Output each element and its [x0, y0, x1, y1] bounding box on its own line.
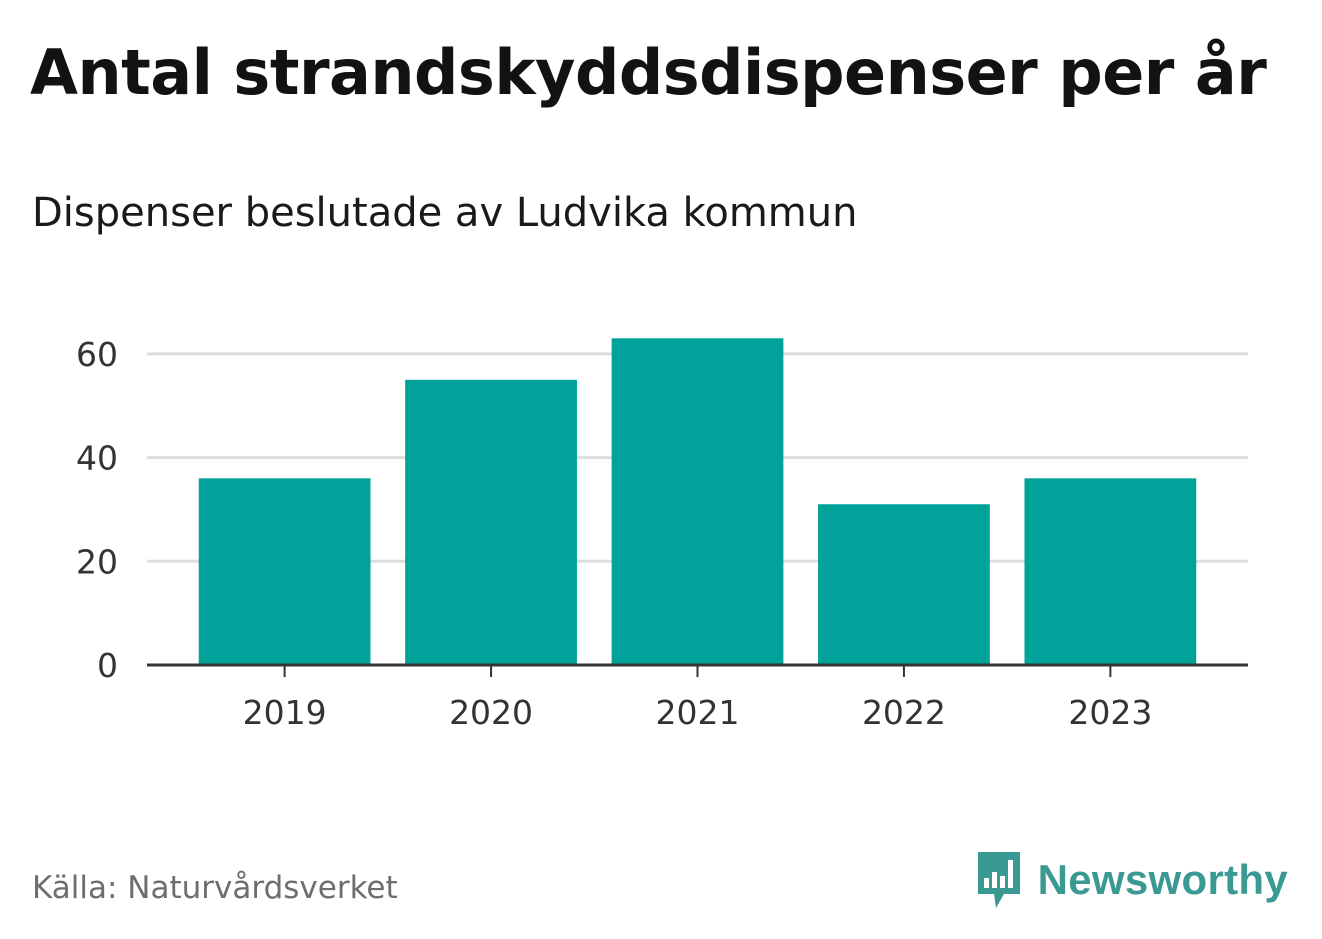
axes: 0 20 40 60 2019 2020 2021 2022 2023	[76, 335, 1248, 732]
bar-2023	[1024, 478, 1197, 665]
source-note: Källa: Naturvårdsverket	[32, 870, 398, 906]
bars	[198, 338, 1197, 665]
y-tick-label-60: 60	[76, 335, 118, 374]
bar-2020	[405, 379, 577, 665]
newsworthy-logo-icon	[977, 852, 1020, 908]
bar-2022	[818, 504, 990, 665]
y-tick-label-20: 20	[76, 542, 118, 581]
x-tick-label-2019: 2019	[243, 693, 327, 732]
y-tick-label-40: 40	[76, 439, 118, 478]
chart-title: Antal strandskyddsdispenser per år	[30, 36, 1267, 109]
x-tick-label-2023: 2023	[1068, 693, 1152, 732]
brand-name: Newsworthy	[1037, 856, 1288, 903]
bar-2019	[198, 478, 371, 665]
x-tick-label-2021: 2021	[656, 693, 740, 732]
bar-2021	[611, 338, 784, 665]
x-tick-label-2022: 2022	[862, 693, 946, 732]
brand-logo: Newsworthy	[974, 848, 1288, 912]
y-tick-label-0: 0	[97, 646, 118, 685]
chart-subtitle: Dispenser beslutade av Ludvika kommun	[32, 190, 858, 236]
x-tick-label-2020: 2020	[449, 693, 533, 732]
bar-chart: 0 20 40 60 2019 2020 2021 2022 2023	[76, 335, 1248, 732]
